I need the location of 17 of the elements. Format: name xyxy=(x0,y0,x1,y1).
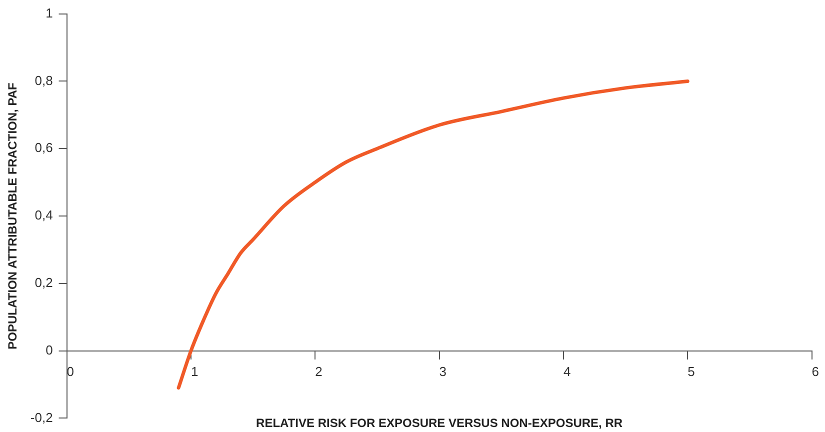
y-tick-label: 1 xyxy=(46,5,53,20)
y-tick-label: 0,2 xyxy=(34,274,53,290)
x-tick-label: 3 xyxy=(439,364,447,380)
x-tick-label: 5 xyxy=(688,364,695,380)
x-tick-label: 1 xyxy=(190,364,198,380)
y-tick-label: 0,8 xyxy=(34,72,53,88)
x-tick-label: 2 xyxy=(315,364,322,380)
y-tick-label: 0,6 xyxy=(34,140,53,156)
x-tick-label: 6 xyxy=(812,364,820,380)
x-tick-label: 0 xyxy=(66,364,74,380)
y-tick-label: -0,2 xyxy=(30,410,53,425)
y-tick-label: 0 xyxy=(46,342,53,358)
x-tick-label: 4 xyxy=(563,364,571,380)
line-series xyxy=(176,79,690,390)
y-tick-label: 0,4 xyxy=(34,208,53,223)
x-axis-title: RELATIVE RISK FOR EXPOSURE VERSUS NON-EXPOSURE, RR xyxy=(256,416,623,430)
y-axis-title: POPULATION ATTRIBUTABLE FRACTION, PAF xyxy=(6,82,20,350)
